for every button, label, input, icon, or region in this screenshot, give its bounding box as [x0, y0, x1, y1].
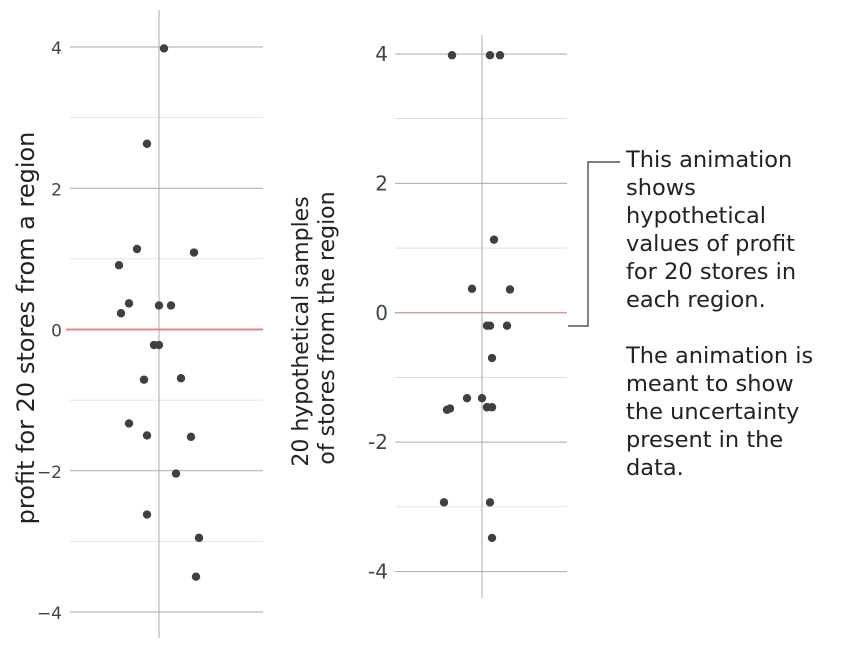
data-point: [505, 285, 515, 294]
data-point: [467, 284, 477, 294]
y-tick-labels: 4 2 0 −2 −4: [37, 39, 62, 624]
data-point: [191, 572, 201, 581]
data-point: [477, 393, 487, 403]
data-point: [485, 498, 495, 507]
data-point: [442, 405, 452, 415]
y-tick-label: −2: [37, 463, 62, 483]
data-point: [495, 51, 505, 60]
data-point: [142, 510, 152, 519]
y-tick-label: 4: [51, 39, 62, 59]
y-tick-label: -2: [368, 430, 388, 454]
y-tick-label: 0: [51, 322, 62, 342]
data-point: [487, 533, 497, 543]
data-point: [116, 309, 126, 318]
y-axis-label-line-2: of stores from the region: [315, 191, 340, 464]
annotation-line: shows: [626, 175, 696, 201]
annotation-paragraph-1: This animation shows hypothetical values of…: [626, 146, 854, 314]
data-point: [142, 139, 152, 148]
y-axis-label-line-1: 20 hypothetical samples: [289, 196, 314, 466]
y-tick-label: 0: [375, 301, 388, 325]
annotation-line: present in the: [626, 427, 784, 453]
data-point: [132, 244, 142, 254]
data-point: [176, 374, 186, 383]
data-point: [439, 498, 449, 507]
annotation-line: each region.: [626, 287, 766, 313]
data-point: [124, 299, 134, 308]
data-points: [439, 51, 515, 543]
gridlines: [395, 35, 567, 598]
data-point: [189, 248, 199, 257]
annotation-line: the uncertainty: [626, 399, 800, 425]
y-tick-label: -4: [368, 560, 388, 584]
data-point: [487, 353, 497, 363]
data-point: [139, 375, 149, 384]
y-tick-label: 4: [375, 42, 388, 66]
annotation-line: This animation: [626, 147, 793, 173]
data-point: [154, 340, 164, 350]
y-axis-label: 20 hypothetical samples of stores from t…: [289, 189, 340, 466]
data-point: [485, 51, 495, 60]
annotation-line: values of profit: [626, 231, 795, 257]
annotation-line: hypothetical: [626, 203, 767, 229]
data-point: [171, 469, 181, 478]
data-point: [166, 301, 176, 310]
annotation-line: The animation is: [626, 343, 814, 369]
annotation-paragraph-2: The animation is meant to show the uncerta…: [626, 342, 854, 482]
y-tick-label: 2: [375, 171, 388, 195]
data-point: [447, 51, 457, 60]
data-point: [124, 419, 134, 428]
data-point: [489, 235, 499, 244]
data-point: [462, 393, 472, 403]
data-point: [154, 301, 164, 310]
y-tick-labels: 4 2 0 -2 -4: [368, 42, 388, 584]
y-tick-label: −4: [37, 604, 62, 624]
chart-profit-by-region: 4 2 0 −2 −4 profit for 20 stores from a regi…: [12, 10, 263, 638]
chart-hypothetical-samples: 4 2 0 -2 -4 20 hypothetical samples of store…: [289, 35, 567, 598]
data-point: [502, 321, 512, 330]
annotation-line: for 20 stores in: [626, 259, 797, 285]
annotation-bracket: [568, 161, 620, 327]
y-tick-label: 2: [51, 180, 62, 200]
data-point: [114, 261, 124, 270]
data-point: [485, 321, 495, 330]
y-axis-label: profit for 20 stores from a region: [12, 132, 40, 525]
data-point: [194, 533, 204, 543]
data-point: [159, 44, 169, 53]
data-point: [482, 403, 492, 412]
data-point: [186, 432, 196, 442]
data-point: [142, 431, 152, 440]
data-points: [114, 44, 204, 581]
gridlines: [66, 10, 263, 638]
annotation-line: data.: [626, 455, 684, 481]
annotation-line: meant to show: [626, 371, 794, 397]
